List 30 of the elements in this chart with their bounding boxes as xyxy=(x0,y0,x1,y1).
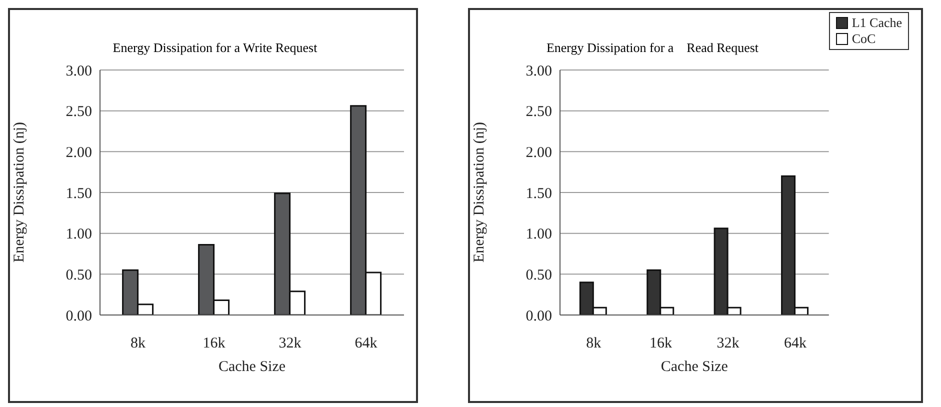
y-tick-label: 2.00 xyxy=(526,144,552,161)
y-tick-label: 0.50 xyxy=(526,267,552,284)
legend-label: CoC xyxy=(852,31,876,47)
y-tick-label: 2.50 xyxy=(526,104,552,120)
x-tick-label: 16k xyxy=(650,336,673,352)
y-tick-label: 0.00 xyxy=(66,308,92,324)
x-tick-label: 8k xyxy=(586,336,602,352)
x-tick-label: 8k xyxy=(130,336,146,352)
y-tick-label: 3.00 xyxy=(526,63,552,80)
x-tick-label: 32k xyxy=(716,336,740,352)
x-axis-title: Cache Size xyxy=(218,359,286,375)
y-tick-label: 1.50 xyxy=(66,186,92,202)
x-tick-label: 32k xyxy=(278,336,302,352)
y-tick-label: 2.00 xyxy=(66,144,92,161)
y-tick-label: 1.00 xyxy=(526,226,552,243)
chart-title: Energy Dissipation for a Write Request xyxy=(112,40,318,56)
y-tick-label: 1.50 xyxy=(526,186,552,202)
x-tick-label: 16k xyxy=(202,336,226,352)
x-tick-label: 64k xyxy=(784,336,807,352)
y-tick-label: 0.50 xyxy=(66,267,92,284)
y-axis-title: Energy Dissipation (nj) xyxy=(471,122,488,262)
y-tick-label: 3.00 xyxy=(66,63,92,80)
chart-title: Energy Dissipation for a Read Request xyxy=(545,40,760,56)
legend-label: L1 Cache xyxy=(852,15,902,31)
x-axis-title: Cache Size xyxy=(660,359,728,375)
y-axis-title: Energy Dissipation (nj) xyxy=(11,122,28,262)
y-tick-label: 1.00 xyxy=(66,226,92,243)
x-tick-label: 64k xyxy=(354,336,378,352)
y-tick-label: 2.50 xyxy=(66,104,92,120)
y-tick-label: 0.00 xyxy=(526,308,552,324)
